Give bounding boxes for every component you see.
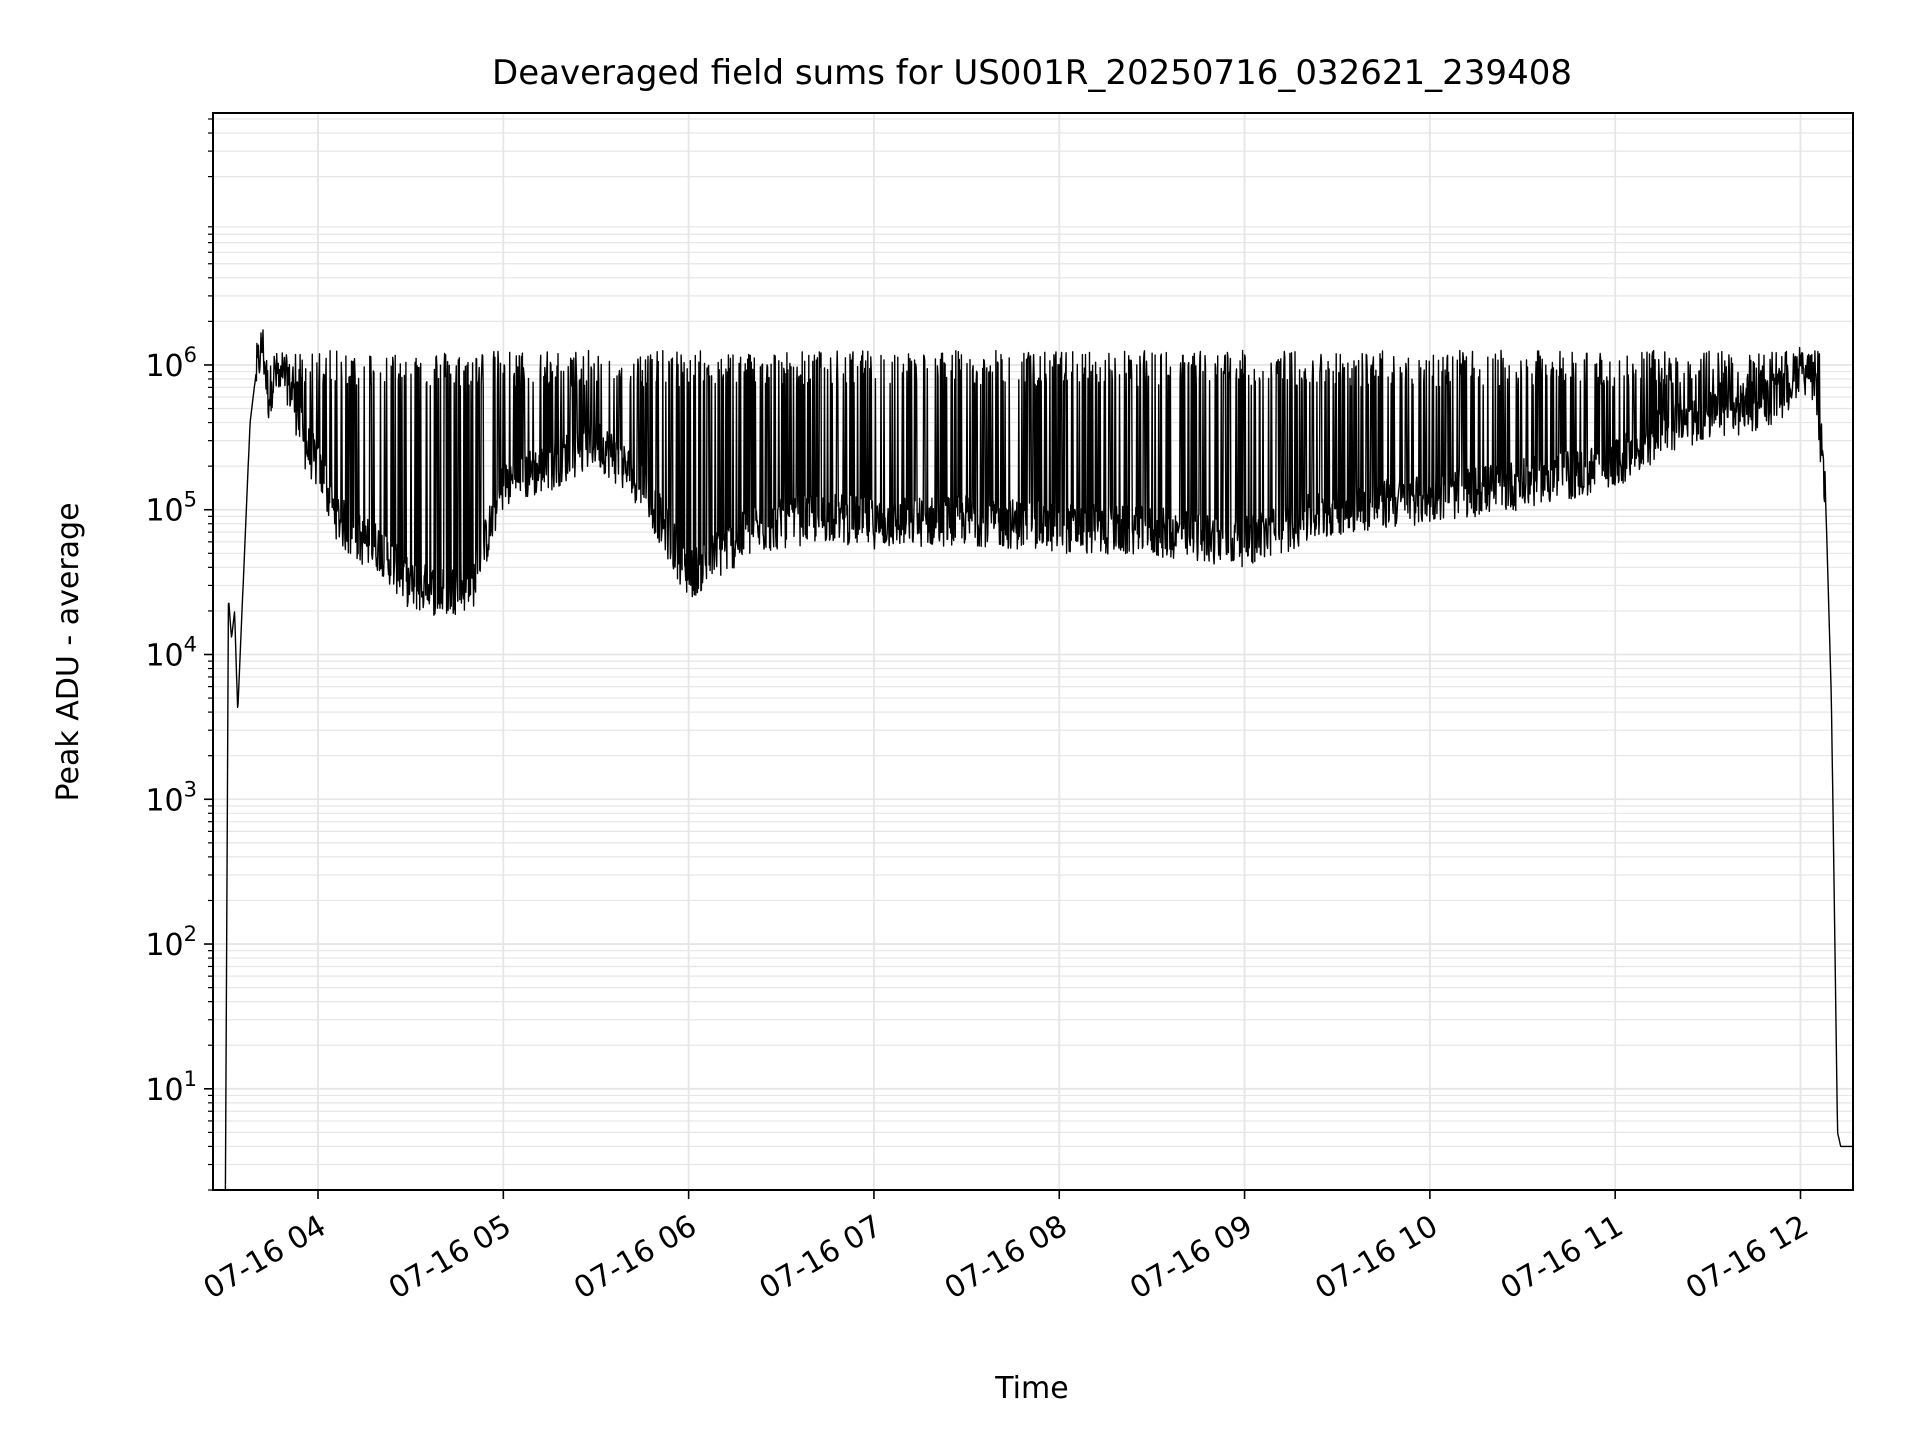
y-tick-label: 105	[145, 488, 197, 529]
x-axis-label: Time	[994, 1371, 1068, 1406]
y-tick-label: 101	[145, 1067, 197, 1108]
y-tick-label: 106	[145, 343, 197, 384]
y-tick-label: 103	[145, 777, 197, 818]
chart-title: Deaveraged field sums for US001R_2025071…	[492, 53, 1572, 93]
series-line	[224, 329, 1854, 1191]
y-tick-label: 104	[145, 632, 197, 673]
grid-lines	[213, 113, 1853, 1191]
y-tick-label: 102	[145, 922, 197, 963]
axes	[212, 112, 1854, 1191]
plot-frame	[212, 112, 1854, 1191]
y-ticks: 101 102 103 104 105 106	[145, 118, 213, 1191]
y-axis-label: Peak ADU - average	[51, 502, 86, 801]
